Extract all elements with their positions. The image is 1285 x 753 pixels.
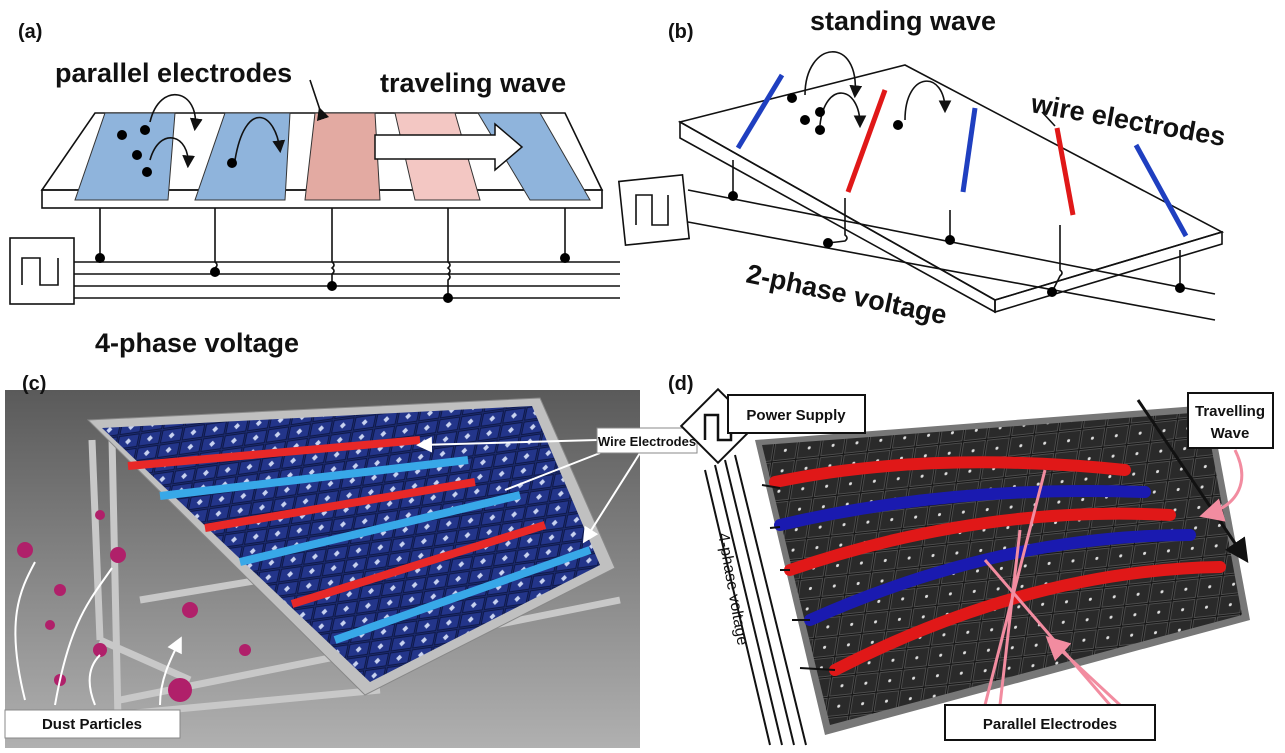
panel-label: (a) [18, 21, 42, 43]
supply-label: Power Supply [746, 407, 846, 424]
wave-label: Travelling [1195, 403, 1265, 420]
wave-label: Wave [1211, 425, 1250, 442]
figure: (a) parallel electrodes traveling wave 4… [0, 0, 1285, 753]
panel-label: (d) [668, 373, 694, 395]
panel-a: (a) parallel electrodes traveling wave 4… [10, 21, 620, 358]
panel-b: (b) standing wave wire electrodes 2-phas… [619, 6, 1228, 330]
panel-label: (c) [22, 373, 46, 395]
voltage-label: 4-phase voltage [95, 328, 299, 358]
wave-label: traveling wave [380, 68, 566, 98]
wave-label: standing wave [810, 6, 996, 36]
electrode-label: parallel electrodes [55, 58, 292, 88]
panel-d: (d) Power Supply Travelling Wave 4-phase… [668, 373, 1273, 745]
particle-label: Dust Particles [42, 716, 142, 733]
electrode-label: Parallel Electrodes [983, 716, 1117, 733]
electrode-label: Wire Electrodes [598, 434, 696, 449]
panel-label: (b) [668, 21, 694, 43]
panel-c: (c) Wire Electrodes Dust Particles [5, 373, 697, 748]
